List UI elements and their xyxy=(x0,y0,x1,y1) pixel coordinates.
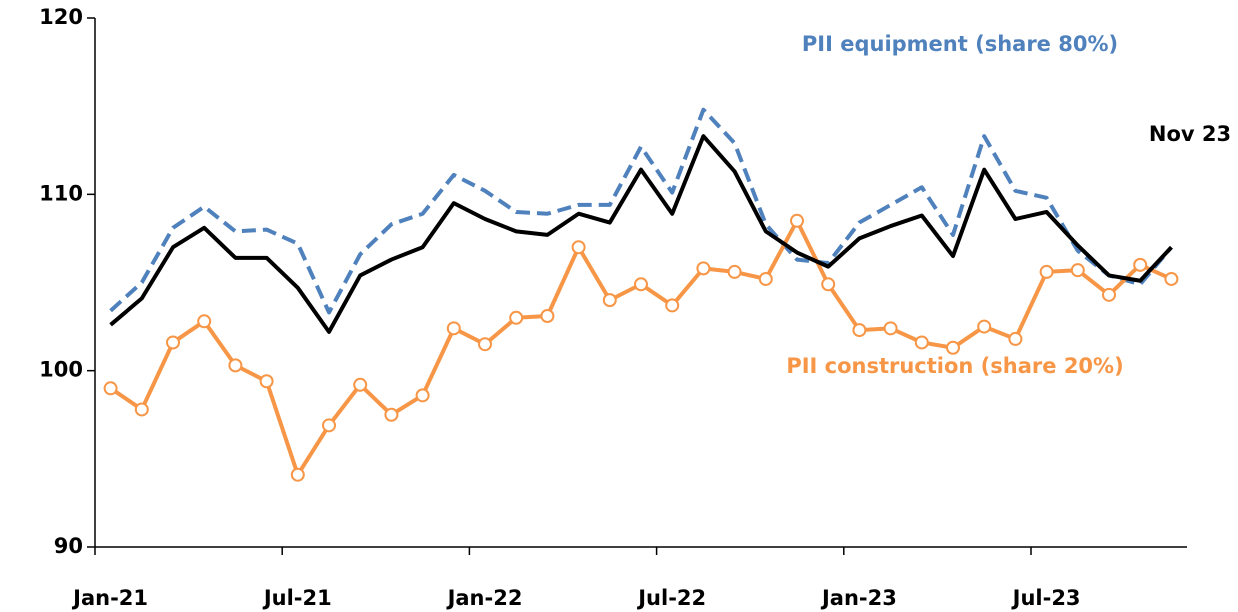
y-tick-label: 100 xyxy=(39,358,83,382)
point xyxy=(634,277,648,292)
point xyxy=(353,377,368,392)
point xyxy=(758,271,773,286)
x-tick-label: Jul-22 xyxy=(636,586,706,610)
point xyxy=(259,374,274,389)
point xyxy=(571,240,586,255)
point xyxy=(946,340,960,355)
point xyxy=(134,402,149,417)
point xyxy=(727,264,742,279)
point xyxy=(1102,287,1116,302)
point xyxy=(446,321,461,336)
point xyxy=(166,335,180,350)
point xyxy=(852,323,867,338)
y-tick-label: 90 xyxy=(54,534,83,558)
point xyxy=(1039,264,1054,279)
point xyxy=(478,337,492,352)
series-label: PII equipment (share 80%) xyxy=(802,32,1118,56)
point xyxy=(1133,257,1148,272)
x-tick-label: Jan-23 xyxy=(820,586,897,610)
x-tick-label: Jul-21 xyxy=(262,586,332,610)
y-tick-label: 120 xyxy=(39,5,83,29)
point xyxy=(384,407,399,422)
point xyxy=(228,358,243,373)
point xyxy=(509,310,524,325)
x-tick-label: Jan-21 xyxy=(71,586,148,610)
point xyxy=(665,298,680,313)
point xyxy=(322,418,336,433)
point xyxy=(883,321,898,336)
annotation: Nov 23 xyxy=(1149,122,1231,146)
y-tick-label: 110 xyxy=(39,181,83,205)
x-tick-label: Jan-22 xyxy=(446,586,523,610)
point xyxy=(415,388,430,403)
point xyxy=(602,293,617,308)
x-tick-label: Jul-23 xyxy=(1011,586,1081,610)
point xyxy=(540,309,555,324)
point xyxy=(197,314,212,329)
point xyxy=(977,319,992,334)
point xyxy=(696,261,711,276)
point xyxy=(103,381,118,396)
point xyxy=(821,277,836,292)
series-line xyxy=(109,107,1173,315)
series-line xyxy=(109,134,1173,334)
point xyxy=(1164,271,1179,286)
series-label: PII construction (share 20%) xyxy=(786,354,1123,378)
point xyxy=(790,213,804,228)
point xyxy=(914,335,929,350)
point xyxy=(290,467,305,482)
point xyxy=(1070,263,1085,278)
point xyxy=(1008,331,1023,346)
